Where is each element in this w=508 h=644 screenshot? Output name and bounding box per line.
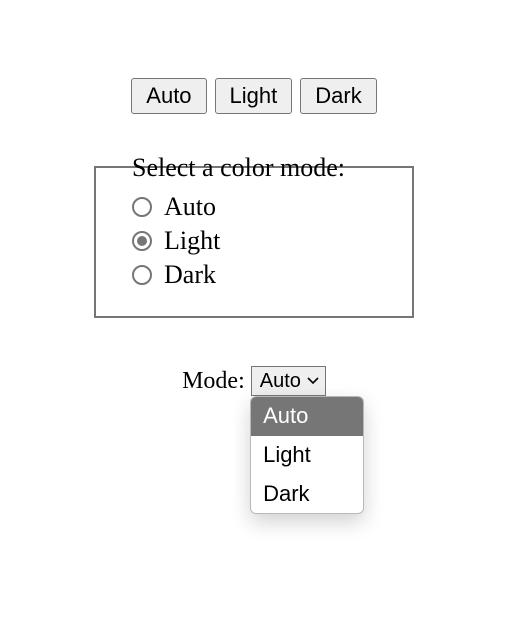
- radio-list: Auto Light Dark: [120, 192, 388, 290]
- dropdown-option-dark[interactable]: Dark: [251, 475, 363, 514]
- mode-select-value: Auto: [260, 369, 301, 393]
- radio-auto[interactable]: [132, 197, 152, 217]
- radio-row-light[interactable]: Light: [132, 226, 388, 256]
- radio-light[interactable]: [132, 231, 152, 251]
- radio-dark[interactable]: [132, 265, 152, 285]
- radio-row-dark[interactable]: Dark: [132, 260, 388, 290]
- chevron-down-icon: [307, 377, 319, 385]
- radio-label-dark: Dark: [164, 260, 216, 290]
- mode-select-dropdown[interactable]: Auto Light Dark: [250, 396, 364, 514]
- mode-select-label: Mode:: [182, 368, 245, 395]
- light-button[interactable]: Light: [215, 78, 293, 114]
- radio-label-light: Light: [164, 226, 220, 256]
- auto-button[interactable]: Auto: [131, 78, 206, 114]
- radio-row-auto[interactable]: Auto: [132, 192, 388, 222]
- color-mode-fieldset: Select a color mode: Auto Light Dark: [94, 166, 414, 318]
- page-root: Auto Light Dark Select a color mode: Aut…: [0, 0, 508, 396]
- mode-select-row: Mode: Auto Auto Light Dark: [182, 366, 326, 396]
- mode-select[interactable]: Auto: [251, 366, 326, 396]
- mode-button-row: Auto Light Dark: [131, 78, 376, 114]
- dark-button[interactable]: Dark: [300, 78, 376, 114]
- dropdown-option-light[interactable]: Light: [251, 436, 363, 475]
- dropdown-option-auto[interactable]: Auto: [251, 397, 363, 436]
- radio-label-auto: Auto: [164, 192, 216, 222]
